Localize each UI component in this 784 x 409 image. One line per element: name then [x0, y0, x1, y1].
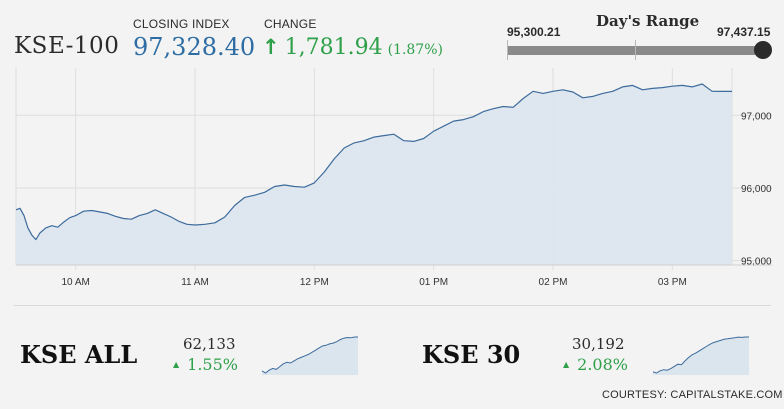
x-tick-label: 03 PM	[658, 277, 687, 288]
change-label: CHANGE	[264, 17, 317, 31]
mini-index-name: KSE 30	[422, 340, 521, 369]
y-tick-label: 96,000	[741, 184, 772, 195]
mini-index-name: KSE ALL	[20, 340, 138, 369]
mini-index-change: ▲ 2.08%	[563, 355, 628, 374]
arrow-up-icon: ↑	[262, 35, 280, 59]
days-range-high: 97,437.15	[717, 25, 771, 39]
mini-chart-kse-30	[652, 336, 749, 375]
series-area	[16, 84, 732, 265]
mini-index-value: 62,133	[183, 335, 236, 353]
days-range-marker	[754, 41, 772, 59]
mini-index-change-value: 2.08%	[577, 355, 628, 374]
courtesy-credit: COURTESY: CAPITALSTAKE.COM	[602, 389, 783, 401]
mini-index-value: 30,192	[572, 335, 625, 353]
mini-series-line	[652, 336, 749, 374]
x-tick-label: 12 PM	[300, 277, 329, 288]
mini-series-area	[262, 337, 358, 375]
days-range-tick-start	[507, 40, 508, 60]
days-range-title: Day's Range	[596, 12, 700, 30]
change-group: ↑ 1,781.94 (1.87%)	[262, 35, 443, 60]
y-tick-label: 95,000	[741, 257, 772, 268]
days-range-tick-mid	[635, 40, 636, 60]
index-name: KSE-100	[14, 33, 120, 59]
x-tick-label: 10 AM	[61, 277, 89, 288]
change-value: 1,781.94	[284, 35, 383, 60]
days-range-low: 95,300.21	[507, 25, 561, 39]
mini-chart-kse-all	[261, 336, 358, 375]
x-tick-label: 11 AM	[181, 277, 209, 288]
mini-index-change: ▲ 1.55%	[173, 355, 238, 374]
series-line	[15, 83, 732, 241]
section-divider	[14, 305, 771, 306]
main-chart: 95,000 96,000 97,000 10 AM 11 AM 12 PM 01 PM 02…	[15, 68, 772, 288]
mini-index-change-value: 1.55%	[187, 355, 238, 374]
triangle-up-icon: ▲	[173, 360, 180, 369]
change-percent: (1.87%)	[387, 42, 443, 58]
x-tick-label: 02 PM	[539, 277, 568, 288]
y-tick-label: 97,000	[741, 111, 772, 122]
mini-series-line	[261, 336, 358, 374]
triangle-up-icon: ▲	[563, 360, 570, 369]
days-range-slider	[507, 40, 772, 60]
mini-series-area	[653, 337, 749, 375]
x-tick-label: 01 PM	[419, 277, 448, 288]
closing-index-value: 97,328.40	[133, 33, 256, 61]
closing-index-label: CLOSING INDEX	[133, 17, 230, 31]
